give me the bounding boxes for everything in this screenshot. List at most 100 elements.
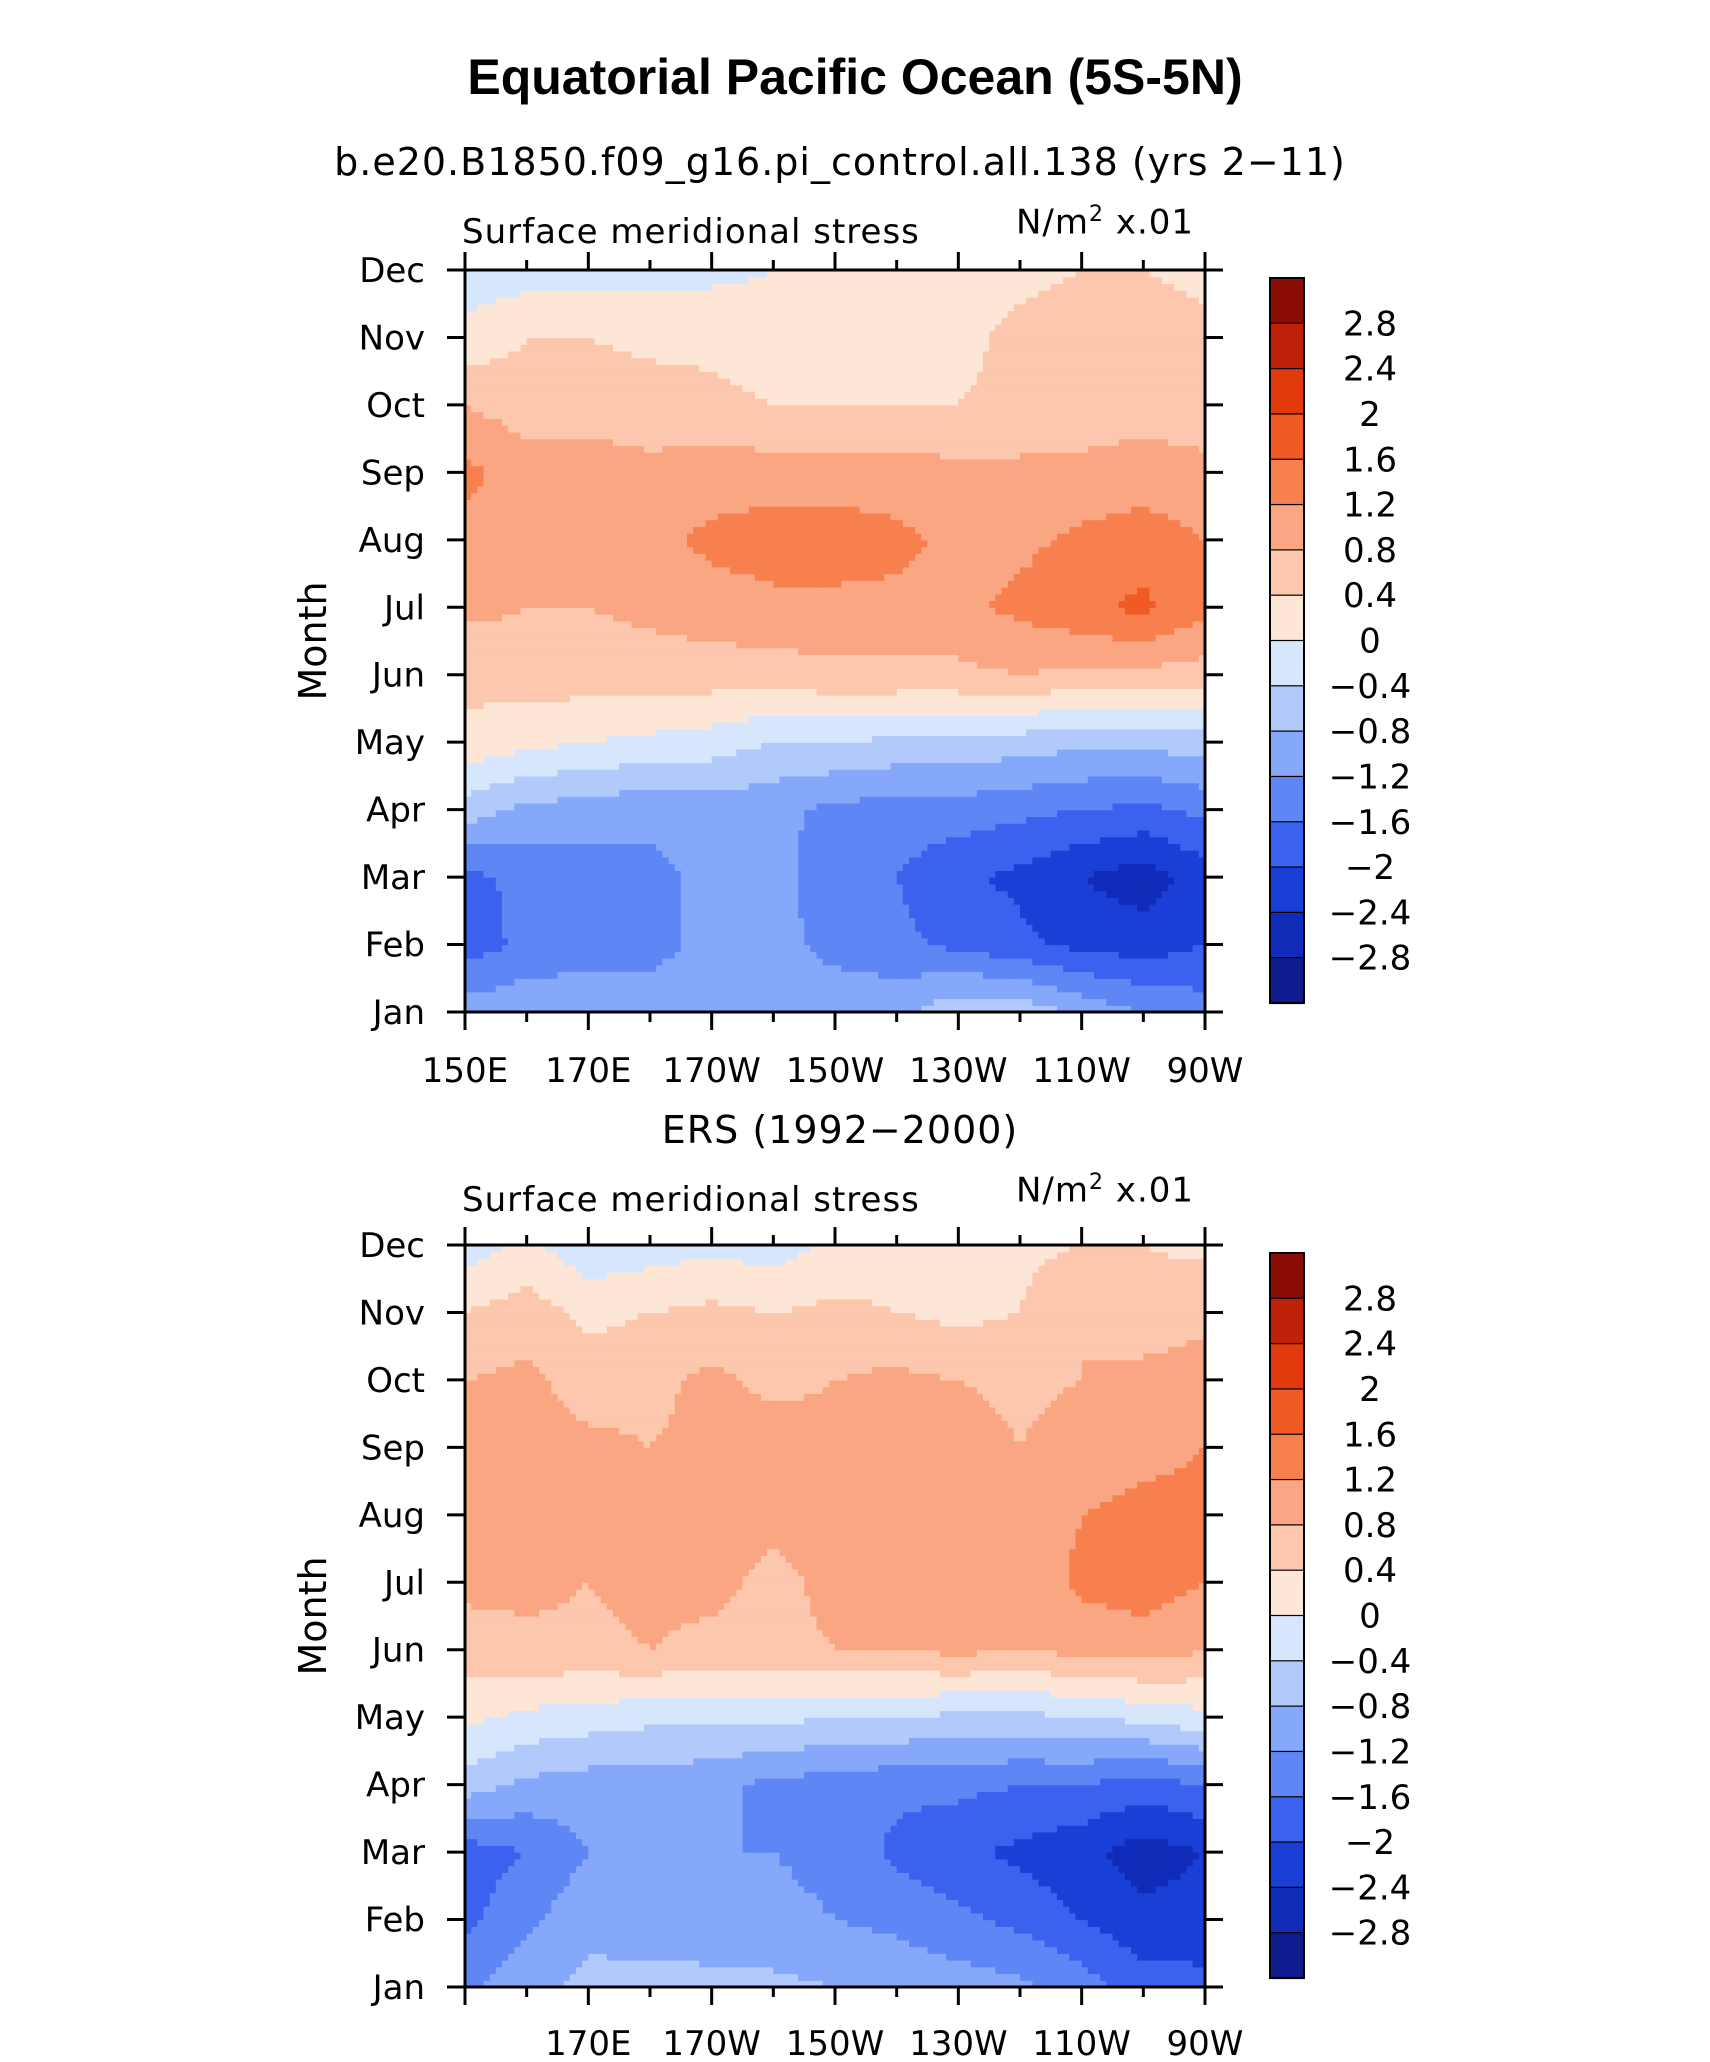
contour-cell: [754, 951, 762, 959]
contour-cell: [976, 971, 984, 979]
contour-cell: [705, 964, 713, 973]
contour-cell: [563, 964, 571, 973]
contour-cell: [798, 769, 805, 777]
contour-cell: [859, 978, 867, 986]
contour-cell: [1057, 1005, 1064, 1013]
contour-cell: [551, 904, 559, 912]
contour-cell: [890, 924, 898, 932]
contour-cell: [495, 816, 503, 824]
contour-cell: [1192, 991, 1200, 1000]
contour-cell: [853, 796, 861, 804]
contour-cell: [495, 1005, 503, 1013]
contour-cell: [551, 883, 559, 892]
contour-cell: [754, 823, 762, 831]
contour-cell: [791, 856, 799, 865]
contour-cell: [619, 883, 626, 892]
contour-cell: [1124, 897, 1132, 905]
contour-cell: [1131, 958, 1138, 966]
contour-cell: [736, 802, 744, 811]
contour-cell: [1001, 910, 1009, 919]
contour-cell: [742, 823, 750, 831]
contour-cell: [687, 856, 694, 865]
contour-cell: [1155, 755, 1163, 764]
contour-cell: [1069, 944, 1077, 952]
contour-cell: [853, 863, 861, 871]
contour-cell: [557, 924, 565, 932]
contour-cell: [921, 870, 929, 878]
contour-cell: [465, 998, 472, 1006]
contour-cell: [1198, 775, 1206, 784]
contour-cell: [650, 823, 657, 831]
contour-cell: [1026, 836, 1033, 844]
contour-cell: [791, 843, 799, 851]
contour-cell: [761, 789, 768, 797]
contour-cell: [557, 877, 565, 885]
contour-cell: [1100, 843, 1107, 851]
contour-cell: [754, 802, 762, 811]
contour-cell: [656, 931, 663, 939]
contour-cell: [1131, 769, 1138, 777]
contour-cell: [489, 883, 497, 892]
contour-cell: [791, 870, 799, 878]
contour-cell: [896, 836, 904, 844]
contour-cell: [1081, 877, 1089, 885]
contour-cell: [1161, 971, 1169, 979]
contour-cell: [946, 796, 953, 804]
contour-cell: [582, 769, 589, 777]
contour-cell: [1026, 937, 1033, 946]
contour-cell: [1007, 863, 1015, 871]
contour-cell: [1007, 850, 1015, 858]
contour-cell: [1007, 958, 1015, 966]
contour-cell: [872, 944, 879, 952]
contour-cell: [1020, 890, 1027, 898]
contour-cell: [600, 1005, 608, 1013]
contour-cell: [563, 850, 571, 858]
contour-cell: [1180, 971, 1188, 979]
contour-cell: [1020, 944, 1027, 952]
contour-cell: [1044, 850, 1052, 858]
contour-cell: [1137, 755, 1144, 764]
contour-cell: [939, 897, 947, 905]
contour-cell: [1112, 755, 1120, 764]
contour-cell: [964, 904, 972, 912]
contour-cell: [594, 877, 602, 885]
contour-cell: [915, 856, 922, 865]
contour-cell: [1180, 890, 1188, 898]
contour-cell: [606, 735, 614, 743]
contour-cell: [680, 998, 688, 1006]
contour-cell: [902, 964, 910, 973]
contour-cell: [767, 870, 774, 878]
contour-cell: [773, 937, 781, 946]
contour-cell: [1069, 748, 1077, 757]
contour-cell: [816, 924, 824, 932]
contour-cell: [545, 924, 552, 932]
contour-cell: [939, 991, 947, 1000]
contour-cell: [902, 802, 910, 811]
contour-cell: [606, 924, 614, 932]
contour-cell: [785, 748, 793, 757]
contour-cell: [1081, 937, 1089, 946]
contour-cell: [921, 782, 929, 790]
contour-cell: [532, 735, 540, 743]
contour-cell: [471, 958, 478, 966]
contour-cell: [643, 951, 651, 959]
contour-cell: [1118, 883, 1126, 892]
contour-cell: [927, 802, 935, 811]
contour-cell: [1032, 789, 1040, 797]
contour-cell: [1118, 998, 1126, 1006]
contour-cell: [680, 843, 688, 851]
contour-cell: [588, 762, 596, 770]
contour-cell: [1044, 904, 1052, 912]
contour-cell: [976, 890, 984, 898]
contour-cell: [1032, 1005, 1040, 1013]
contour-cell: [625, 748, 633, 757]
contour-cell: [693, 748, 700, 757]
contour-cell: [859, 762, 867, 770]
contour-cell: [927, 924, 935, 932]
contour-cell: [1112, 917, 1120, 925]
panel-1-units-sup: 2: [1089, 202, 1104, 227]
contour-cell: [637, 769, 645, 777]
contour-cell: [1063, 796, 1070, 804]
contour-cell: [964, 755, 972, 764]
contour-cell: [859, 883, 867, 892]
